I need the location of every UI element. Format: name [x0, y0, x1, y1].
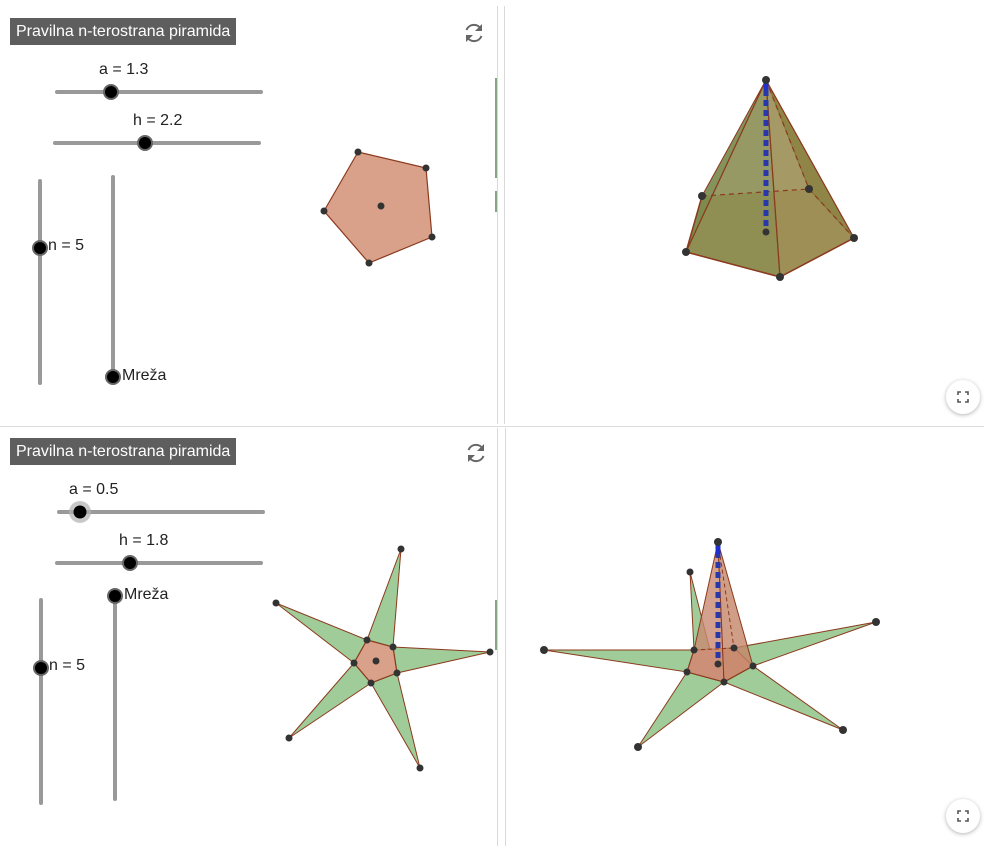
graphics-view	[33, 501, 880, 805]
applet-top: Pravilna n-terostrana piramida	[0, 6, 984, 424]
slider-a-knob[interactable]	[73, 505, 87, 519]
reset-icon	[465, 23, 483, 43]
slider-n-label: n = 5	[49, 657, 86, 674]
slider-a-label: a = 1.3	[99, 61, 149, 78]
pyramid-3d-net	[540, 538, 880, 751]
slider-net-knob[interactable]	[107, 588, 123, 604]
slider-n-knob[interactable]	[33, 660, 49, 676]
applet-title: Pravilna n-terostrana piramida	[10, 438, 237, 465]
net-toggle-label[interactable]: Mreža	[124, 586, 169, 603]
slider-a-label: a = 0.5	[69, 481, 119, 498]
reset-button[interactable]	[463, 440, 489, 466]
fullscreen-button[interactable]	[946, 380, 980, 414]
panel-separator	[0, 426, 984, 427]
slider-h-knob[interactable]	[122, 555, 138, 571]
pentagon-vertices	[320, 148, 436, 267]
slider-n-knob[interactable]	[32, 240, 48, 256]
fullscreen-button[interactable]	[946, 799, 980, 833]
net-toggle-label[interactable]: Mreža	[122, 367, 167, 384]
slider-a-knob[interactable]	[103, 84, 119, 100]
slider-h-knob[interactable]	[137, 135, 153, 151]
slider-n-label: n = 5	[48, 237, 85, 254]
graphics-view	[32, 76, 858, 385]
fullscreen-icon	[957, 810, 969, 822]
pyramid-net	[272, 545, 494, 772]
slider-h-label: h = 1.8	[119, 532, 169, 549]
pyramid-3d	[682, 76, 858, 281]
reset-icon	[467, 443, 485, 463]
reset-button[interactable]	[461, 20, 487, 46]
applet-bottom: Pravilna n-terostrana piramida	[0, 428, 984, 846]
slider-h-label: h = 2.2	[133, 112, 183, 129]
view-divider-left	[497, 6, 498, 424]
view-divider-left	[497, 428, 498, 846]
view-divider-right	[505, 428, 506, 846]
view-divider-right	[504, 6, 505, 424]
fullscreen-icon	[957, 391, 969, 403]
slider-net-knob[interactable]	[105, 369, 121, 385]
applet-title: Pravilna n-terostrana piramida	[10, 18, 237, 45]
